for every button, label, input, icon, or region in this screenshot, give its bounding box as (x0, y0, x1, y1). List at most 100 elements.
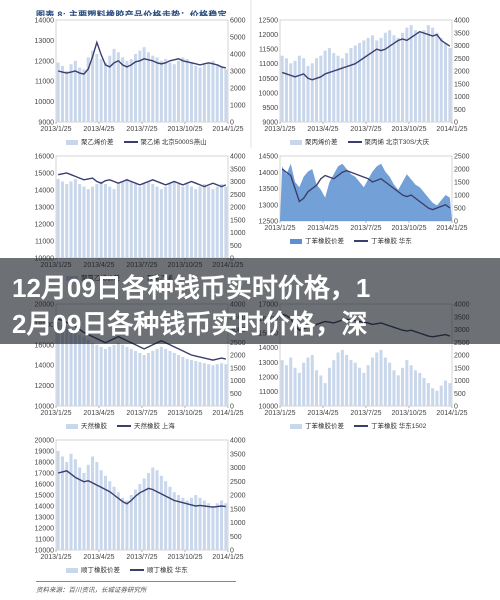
spread-bar (289, 357, 293, 406)
spread-bar (121, 181, 125, 258)
spread-bar (172, 352, 176, 406)
spread-bar (60, 324, 64, 406)
left-tick-label: 11000 (35, 239, 54, 246)
right-tick-label: 500 (454, 107, 466, 114)
right-tick-label: 0 (230, 548, 234, 555)
spread-bar (125, 346, 129, 406)
spread-bar (121, 57, 125, 122)
source-note: 资料来源：百川资讯，长城证券研究所 (36, 587, 147, 594)
spread-bar (172, 181, 176, 258)
spread-bar (99, 181, 103, 258)
spread-bar (220, 500, 224, 550)
spread-bar (340, 349, 344, 406)
spread-bar (99, 59, 103, 122)
spread-bar (439, 385, 443, 406)
spread-bar (112, 189, 116, 258)
spread-bar (185, 500, 189, 550)
spread-bar (345, 355, 349, 406)
spread-bar (65, 326, 69, 406)
spread-bar (129, 495, 133, 550)
spread-bar (409, 365, 413, 406)
x-tick-label: 2013/4/25 (307, 410, 338, 417)
spread-bar (431, 388, 435, 406)
spread-bar (129, 59, 133, 122)
right-tick-label: 2500 (230, 479, 246, 486)
spread-bar (198, 362, 202, 406)
legend-swatch-spread (290, 139, 302, 145)
spread-bar (215, 364, 219, 406)
spread-bar (121, 497, 125, 550)
spread-bar (146, 181, 150, 258)
legend-label-price: 天然橡胶 上海 (134, 423, 175, 430)
spread-bar (164, 481, 168, 550)
spread-bar (138, 50, 142, 122)
spread-bar (284, 58, 288, 122)
spread-bar (392, 35, 396, 122)
overlay-title-line-2: 2月09日各种钱币实时价格，深 (12, 309, 368, 339)
overlay-title-line-1: 12月09日各种钱币实时价格，1 (12, 273, 371, 303)
right-tick-label: 1000 (230, 520, 246, 527)
spread-bar (108, 186, 112, 258)
spread-bar (302, 362, 306, 406)
spread-bar (366, 37, 370, 122)
spread-bar (189, 186, 193, 258)
spread-bar (82, 473, 86, 550)
spread-bar (401, 32, 405, 122)
price-line (281, 168, 451, 211)
spread-bar (297, 372, 301, 406)
spread-bar (444, 380, 448, 406)
x-tick-label: 2013/4/25 (83, 554, 114, 561)
spread-bar (198, 186, 202, 258)
spread-bar (444, 42, 448, 123)
spread-bar (422, 30, 426, 123)
spread-bar (91, 186, 95, 258)
spread-bar (172, 492, 176, 550)
right-tick-label: 1000 (454, 378, 470, 385)
left-tick-label: 15000 (35, 493, 55, 500)
legend-swatch-spread (66, 567, 78, 573)
x-tick-label: 2014/1/25 (436, 126, 467, 133)
spread-bar (78, 334, 82, 406)
spread-bar (138, 186, 142, 258)
x-tick-label: 2013/4/25 (83, 126, 114, 133)
spread-bar (138, 484, 142, 550)
left-tick-label: 10000 (259, 404, 279, 411)
spread-bar (319, 55, 323, 123)
left-tick-label: 10000 (35, 99, 55, 106)
legend-label-spread: 聚丙烯价差 (305, 139, 338, 146)
x-tick-label: 2013/1/25 (264, 225, 295, 232)
price-line (57, 470, 226, 508)
spread-bar (306, 65, 310, 122)
spread-bar (86, 189, 90, 258)
spread-bar (418, 32, 422, 122)
legend-swatch-spread (66, 423, 78, 429)
legend-label-price: 丁苯橡胶 华东1502 (371, 423, 427, 430)
x-tick-label: 2013/7/25 (126, 410, 157, 417)
left-tick-label: 9500 (262, 105, 278, 112)
figure-header: 图表 8: 主要塑料橡胶产品价格走势：价格稳定 (36, 8, 227, 21)
spread-bar (327, 48, 331, 122)
x-tick-label: 2014/1/25 (212, 410, 243, 417)
legend-label-spread: 丁苯橡胶价差 (305, 423, 344, 430)
right-tick-label: 4000 (230, 52, 246, 59)
spread-bar (116, 492, 120, 550)
left-tick-label: 14000 (259, 345, 279, 352)
spread-bar (181, 497, 185, 550)
spread-bar (418, 372, 422, 406)
right-tick-label: 1000 (230, 378, 246, 385)
x-tick-label: 2013/10/25 (167, 126, 202, 133)
spread-bar (142, 355, 146, 406)
spread-bar (310, 63, 314, 122)
left-tick-label: 17000 (35, 471, 55, 478)
chart-legend: 丁苯橡胶价差 丁苯橡胶 华东 (290, 235, 412, 245)
spread-bar (310, 355, 314, 406)
x-tick-label: 2013/1/25 (40, 410, 71, 417)
left-tick-label: 11500 (259, 47, 278, 54)
left-tick-label: 16000 (35, 342, 55, 349)
chart-svg: 12500 13000 13500 14000 14500 0 500 1000 1500 200… (259, 154, 470, 233)
spread-bar (370, 35, 374, 122)
x-tick-label: 2014/1/25 (212, 126, 243, 133)
x-tick-label: 2013/7/25 (126, 126, 157, 133)
overlay-title[interactable]: 12月09日各种钱币实时价格，1 2月09日各种钱币实时价格，深 (12, 270, 492, 342)
spread-bar (426, 25, 430, 123)
